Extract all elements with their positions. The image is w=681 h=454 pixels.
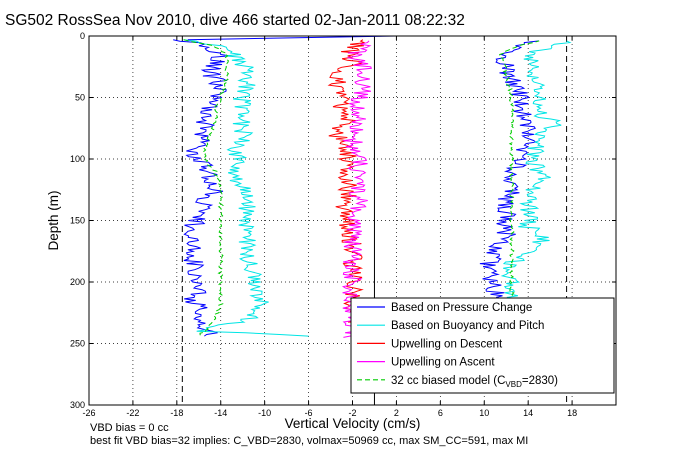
x-tick-label: -26 <box>82 408 95 418</box>
vbd-bias-note: VBD bias = 0 cc <box>90 422 169 434</box>
x-tick-label: -14 <box>214 408 227 418</box>
y-axis-label: Depth (m) <box>46 190 61 250</box>
y-tick-label: 100 <box>70 154 85 164</box>
x-tick-label: -22 <box>126 408 139 418</box>
chart-title: SG502 RossSea Nov 2010, dive 466 started… <box>5 12 465 29</box>
y-tick-label: 200 <box>70 277 85 287</box>
legend-entry: Upwelling on Descent <box>391 338 503 350</box>
legend-entry: 32 cc biased model (CVBD=2830) <box>391 375 558 389</box>
x-tick-label: 18 <box>567 408 577 418</box>
pressure-change-ascent-line <box>479 40 540 338</box>
legend-entry: Based on Pressure Change <box>391 302 532 314</box>
buoyancy-pitch-descent-line <box>183 39 309 337</box>
y-tick-label: 250 <box>70 339 85 349</box>
pressure-change-descent-line <box>173 39 230 337</box>
buoyancy-pitch-ascent-line <box>498 40 572 338</box>
x-tick-label: 10 <box>479 408 489 418</box>
legend-entry: Based on Buoyancy and Pitch <box>391 320 544 332</box>
series-group <box>173 35 572 338</box>
x-tick-label: -2 <box>348 408 356 418</box>
upwelling-ascent-line <box>341 40 372 338</box>
x-axis-ticks: -26 -22 -18 -14 -10 -6 -2 2 6 10 14 18 <box>82 36 577 418</box>
y-tick-label: 50 <box>75 93 85 103</box>
x-tick-label: 2 <box>394 408 399 418</box>
best-fit-note: best fit VBD bias=32 implies: C_VBD=2830… <box>90 435 528 447</box>
biased-model-descent-line <box>183 39 230 337</box>
surface-segment <box>187 35 397 41</box>
y-tick-label: 0 <box>80 31 85 41</box>
x-tick-label: -18 <box>170 408 183 418</box>
x-axis-label: Vertical Velocity (cm/s) <box>285 416 421 431</box>
y-tick-label: 150 <box>70 216 85 226</box>
biased-model-ascent-line <box>499 40 540 338</box>
x-tick-label: 14 <box>523 408 533 418</box>
legend-entry: Upwelling on Ascent <box>391 357 495 369</box>
x-tick-label: 6 <box>438 408 443 418</box>
legend: Based on Pressure Change Based on Buoyanc… <box>350 297 615 394</box>
x-tick-label: -6 <box>305 408 313 418</box>
y-tick-label: 300 <box>70 400 85 410</box>
legend-box <box>350 297 615 394</box>
x-tick-label: -10 <box>258 408 271 418</box>
